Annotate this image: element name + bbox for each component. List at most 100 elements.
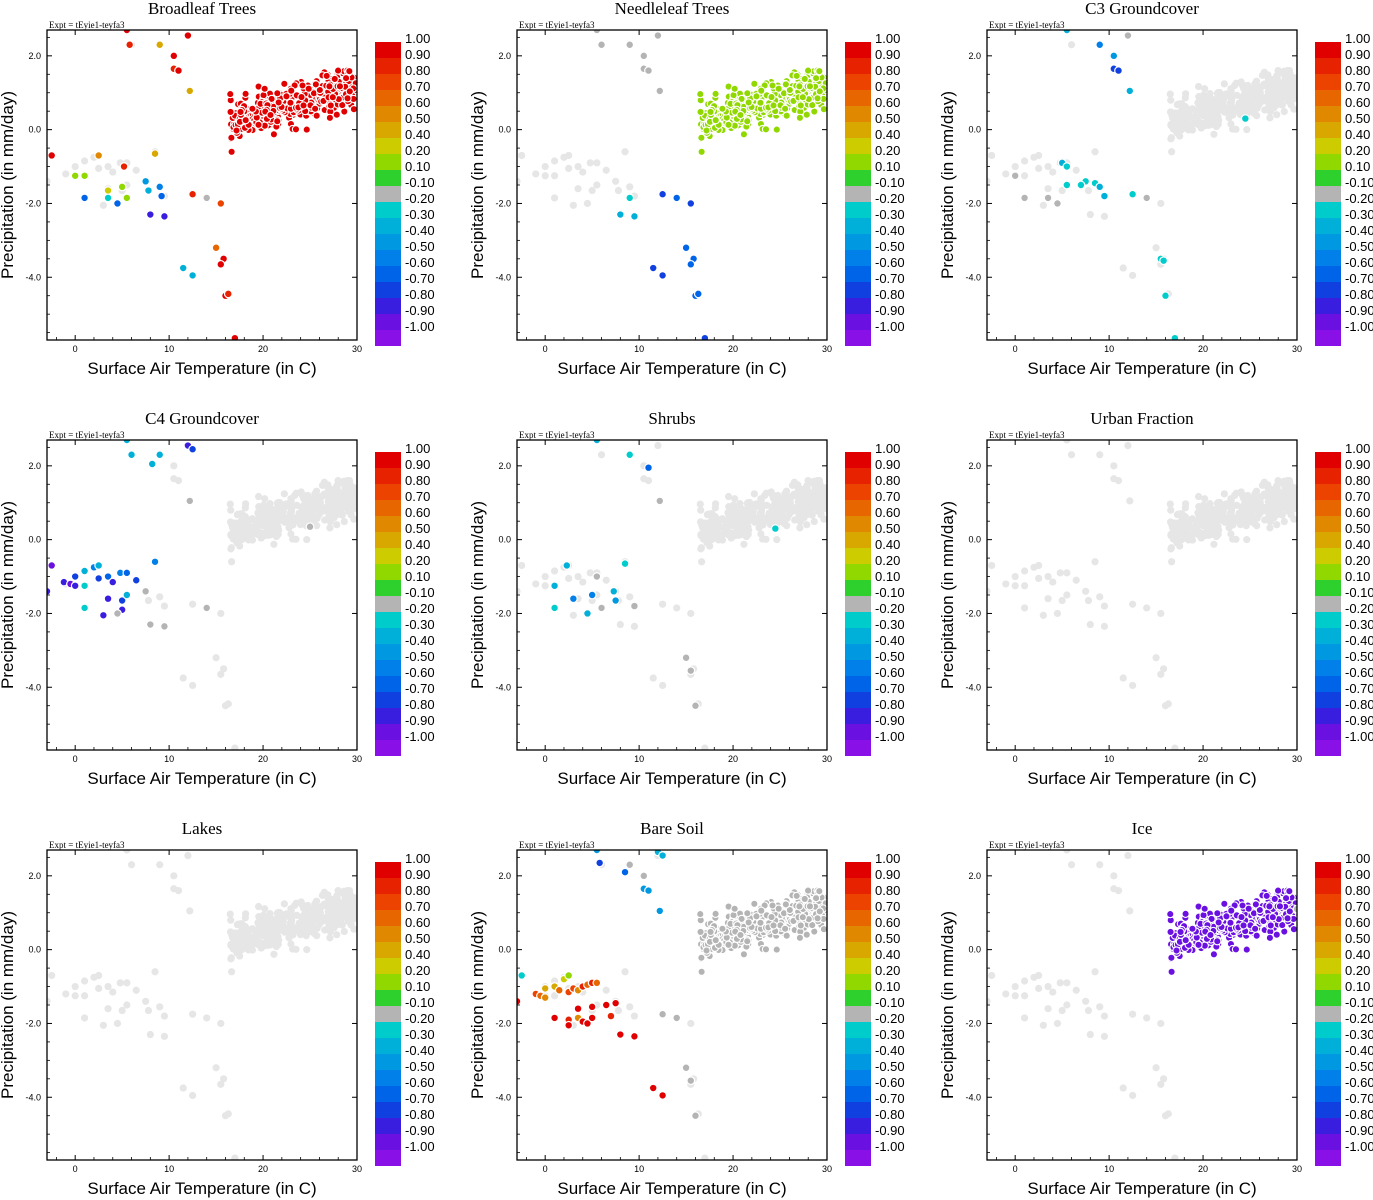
data-point: [80, 193, 89, 203]
colorbar-swatch: [375, 596, 401, 612]
data-point: [323, 482, 331, 490]
data-point: [1283, 504, 1292, 512]
colorbar-swatch: [1315, 282, 1341, 298]
data-point: [773, 536, 781, 544]
x-tick-label: 0: [543, 344, 548, 354]
data-point: [99, 1021, 107, 1029]
data-point: [311, 925, 319, 933]
data-point: [1039, 201, 1047, 209]
data-point: [697, 506, 705, 514]
data-point: [654, 441, 662, 450]
colorbar-label: -0.30: [405, 207, 435, 222]
colorbar-label: 0.10: [405, 979, 430, 994]
data-point: [711, 936, 720, 945]
colorbar-label: 0.40: [1345, 947, 1370, 962]
data-point: [1164, 700, 1172, 708]
data-point: [798, 93, 807, 102]
data-point: [217, 1080, 225, 1088]
data-point: [568, 594, 578, 604]
colorbar-label: 0.20: [875, 963, 900, 978]
data-point: [216, 259, 226, 269]
data-point: [1266, 524, 1274, 532]
data-point: [109, 168, 117, 176]
data-point: [94, 561, 104, 570]
data-point: [1210, 130, 1218, 138]
data-point: [1280, 107, 1288, 116]
x-tick-label: 10: [164, 754, 174, 764]
colorbar-label: 0.90: [875, 47, 900, 62]
panel-title: Urban Fraction: [1090, 409, 1194, 428]
data-point: [785, 905, 794, 915]
data-point: [338, 921, 346, 929]
panel-title: Broadleaf Trees: [148, 0, 256, 18]
data-point: [1100, 622, 1109, 630]
data-point: [1063, 569, 1071, 577]
colorbar-label: 1.00: [405, 31, 430, 46]
data-point: [226, 928, 235, 936]
data-point: [1281, 493, 1289, 501]
data-point: [1166, 500, 1174, 508]
data-point: [601, 1000, 611, 1010]
data-point: [272, 942, 280, 951]
colorbar-swatch: [375, 1134, 401, 1150]
data-point: [1035, 164, 1043, 172]
data-point: [761, 491, 769, 500]
data-point: [312, 490, 320, 499]
colorbar-swatch: [1315, 122, 1341, 138]
data-point: [144, 596, 153, 605]
data-point: [803, 521, 811, 529]
y-tick-label: -4.0: [495, 272, 511, 282]
colorbar-swatch: [375, 202, 401, 218]
data-point: [104, 1005, 112, 1013]
data-point: [743, 117, 752, 126]
colorbar-label: -0.90: [875, 1123, 905, 1138]
data-point: [718, 515, 727, 523]
colorbar-swatch: [845, 266, 871, 282]
data-point: [1157, 1019, 1165, 1028]
plot-frame: [986, 849, 1298, 1161]
data-point: [644, 463, 653, 473]
data-point: [269, 130, 279, 139]
data-point: [333, 931, 341, 939]
data-point: [696, 500, 704, 508]
y-tick-label: -4.0: [495, 1092, 511, 1102]
data-point: [724, 940, 733, 949]
data-point: [310, 104, 320, 113]
colorbar-swatch: [375, 452, 401, 468]
data-point: [752, 912, 761, 921]
data-point: [310, 909, 318, 917]
data-point: [1273, 521, 1281, 529]
data-point: [260, 84, 269, 93]
y-tick-label: -2.0: [965, 198, 981, 208]
points-layer: [517, 440, 827, 750]
colorbar-swatch: [1315, 250, 1341, 266]
data-point: [1222, 912, 1231, 921]
data-point: [301, 517, 309, 525]
data-point: [98, 610, 108, 620]
data-point: [141, 586, 151, 596]
colorbar-swatch: [375, 74, 401, 90]
data-point: [1020, 604, 1029, 612]
data-point: [1231, 491, 1239, 500]
data-point: [144, 186, 153, 195]
data-point: [1271, 75, 1279, 83]
colorbar-label: -0.90: [405, 1123, 435, 1138]
colorbar-swatch: [1315, 500, 1341, 516]
data-point: [1193, 113, 1201, 122]
colorbar-swatch: [375, 1150, 401, 1166]
colorbar-label: 0.80: [1345, 473, 1370, 488]
colorbar-label: 0.60: [1345, 95, 1370, 110]
data-point: [1011, 982, 1019, 991]
data-point: [1207, 505, 1216, 513]
data-point: [706, 518, 715, 526]
data-point: [325, 492, 333, 500]
data-point: [1063, 979, 1071, 987]
x-tick-label: 20: [728, 344, 738, 354]
data-point: [1250, 89, 1258, 97]
data-point: [737, 94, 746, 104]
data-point: [261, 905, 269, 913]
data-point: [1171, 744, 1179, 750]
data-point: [118, 1006, 126, 1015]
